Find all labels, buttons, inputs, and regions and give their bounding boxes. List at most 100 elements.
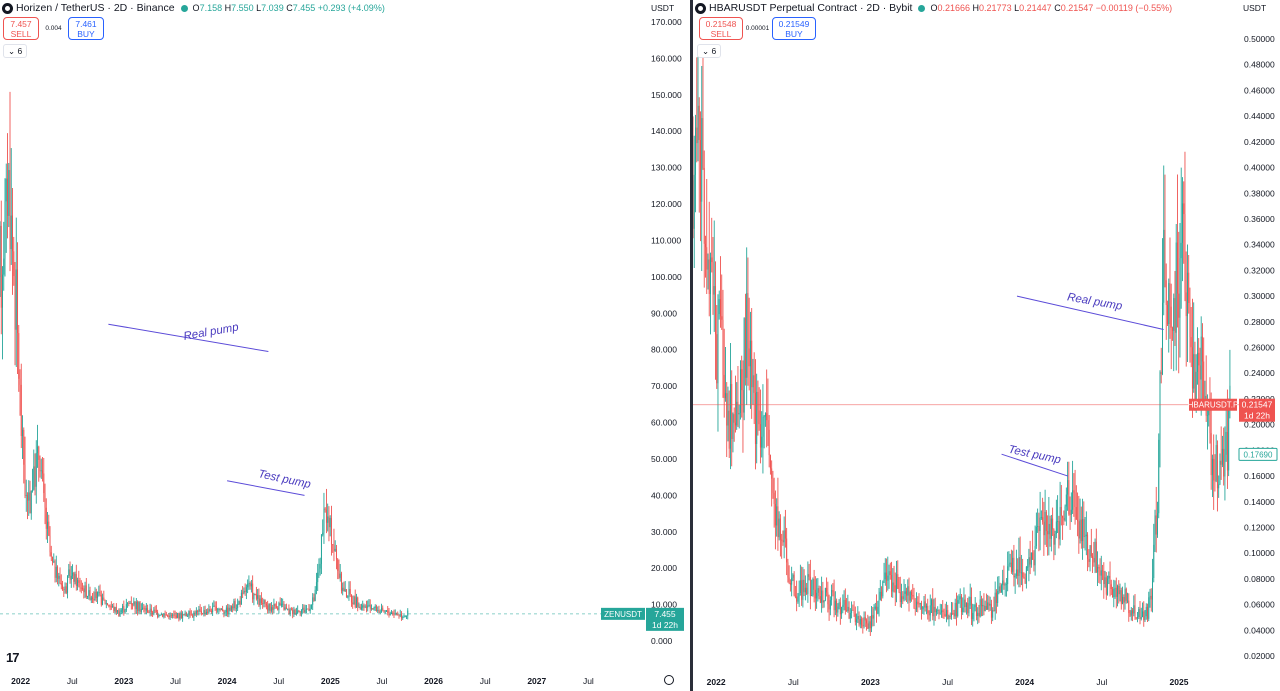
- candle-body: [347, 596, 349, 598]
- indicators-toggle[interactable]: ⌄ 6: [697, 44, 722, 58]
- trend-line[interactable]: [108, 323, 269, 353]
- trend-line[interactable]: [1001, 453, 1069, 477]
- candle-body: [826, 587, 828, 593]
- candle-body: [1053, 529, 1055, 545]
- candle-body: [73, 572, 75, 582]
- symbol-title[interactable]: HBARUSDT Perpetual Contract · 2D · Bybit: [709, 2, 913, 14]
- candle-body: [792, 574, 794, 578]
- candle-body: [1013, 557, 1015, 578]
- chevron-down-icon: ⌄: [8, 46, 16, 56]
- candle-body: [1097, 566, 1099, 573]
- candle-body: [113, 606, 115, 612]
- candle-body: [342, 587, 344, 591]
- candle-body: [818, 588, 820, 597]
- candle-body: [357, 597, 359, 607]
- candle-body: [335, 548, 337, 560]
- candle-body: [183, 614, 185, 615]
- candle-body: [698, 105, 700, 141]
- candle-body: [215, 606, 217, 611]
- candle-body: [1087, 534, 1089, 560]
- candle-body: [712, 262, 714, 295]
- candle-body: [358, 606, 360, 608]
- candle-body: [987, 602, 989, 610]
- candle-body: [878, 599, 880, 607]
- candle-body: [821, 590, 823, 603]
- candle-body: [125, 604, 127, 611]
- candle-body: [1083, 519, 1085, 537]
- buy-price: 0.21549: [778, 19, 810, 29]
- y-axis-unit[interactable]: USDT: [1243, 3, 1267, 13]
- candle-body: [219, 609, 221, 610]
- candle-body: [779, 518, 781, 540]
- candle-body: [110, 606, 112, 608]
- candle-body: [1098, 566, 1100, 569]
- buy-button[interactable]: 0.21549 BUY: [772, 17, 816, 40]
- candle-body: [718, 299, 720, 315]
- candle-body: [332, 544, 334, 546]
- pane-divider[interactable]: [690, 0, 693, 691]
- sell-button[interactable]: 0.21548 SELL: [699, 17, 743, 40]
- candle-body: [949, 615, 951, 617]
- trend-line[interactable]: [1016, 295, 1164, 330]
- candle-body: [389, 613, 391, 616]
- symbol-tag-label: HBARUSDT.P: [1188, 401, 1239, 410]
- low-value: 7.039: [261, 3, 284, 13]
- candle-body: [273, 604, 275, 610]
- candle-body: [1159, 372, 1161, 440]
- chart-canvas-zen[interactable]: 170.000160.000150.000140.000130.000120.0…: [0, 0, 690, 691]
- candle-body: [777, 506, 779, 538]
- candle-body: [345, 589, 347, 597]
- candle-body: [312, 597, 314, 605]
- annotation-label[interactable]: Real pump: [183, 321, 240, 343]
- trend-line[interactable]: [227, 480, 305, 496]
- candle-body: [395, 612, 397, 614]
- candle-body: [145, 608, 147, 611]
- candle-body: [1128, 600, 1130, 614]
- candle-body: [153, 609, 155, 615]
- candle-body: [158, 615, 160, 617]
- candle-body: [320, 534, 322, 564]
- candle-body: [1156, 513, 1158, 535]
- candle-body: [1059, 507, 1061, 540]
- candle-body: [315, 582, 317, 590]
- candle-body: [1144, 616, 1146, 621]
- buy-button[interactable]: 7.461 BUY: [68, 17, 104, 40]
- candle-body: [60, 583, 62, 586]
- candle-body: [1060, 507, 1062, 516]
- candle-body: [1002, 580, 1004, 586]
- candle-body: [796, 596, 798, 602]
- candle-body: [70, 575, 72, 580]
- candle-body: [697, 105, 699, 144]
- candle-body: [299, 611, 301, 613]
- y-axis-unit[interactable]: USDT: [651, 3, 675, 13]
- candle-body: [935, 610, 937, 613]
- chart-pane-zen[interactable]: 170.000 160.000 150.000 140.000 130.000 120.0…: [0, 0, 690, 691]
- candle-body: [841, 606, 843, 615]
- candle-body: [694, 127, 696, 175]
- settings-gear-icon[interactable]: [664, 675, 674, 685]
- annotation-label[interactable]: Test pump: [1007, 444, 1062, 467]
- candle-body: [1174, 298, 1176, 333]
- candle-body: [259, 598, 261, 606]
- candle-body: [1186, 272, 1188, 317]
- candle-body: [734, 422, 736, 426]
- candle-body: [1214, 480, 1216, 482]
- candle-body: [838, 602, 840, 607]
- candle-body: [743, 318, 745, 413]
- candle-body: [242, 592, 244, 594]
- chart-canvas-hbar[interactable]: 0.50000 0.48000 0.46000 0.44000 0.42000 0.400…: [693, 0, 1280, 691]
- indicators-toggle[interactable]: ⌄ 6: [3, 44, 28, 58]
- candle-body: [250, 583, 252, 587]
- candle-body: [303, 607, 305, 613]
- candle-body: [233, 601, 235, 609]
- candle-body: [824, 587, 826, 601]
- y-tick-label: 0.26000: [1244, 343, 1275, 353]
- sell-button[interactable]: 7.457 SELL: [3, 17, 39, 40]
- candle-body: [1042, 517, 1044, 522]
- candle-body: [140, 608, 142, 612]
- candle-body: [858, 615, 860, 625]
- symbol-title[interactable]: Horizen / TetherUS · 2D · Binance: [16, 2, 175, 14]
- candle-body: [288, 608, 290, 615]
- chart-pane-hbar[interactable]: 0.50000 0.48000 0.46000 0.44000 0.42000 0.400…: [693, 0, 1280, 691]
- candle-body: [152, 612, 154, 615]
